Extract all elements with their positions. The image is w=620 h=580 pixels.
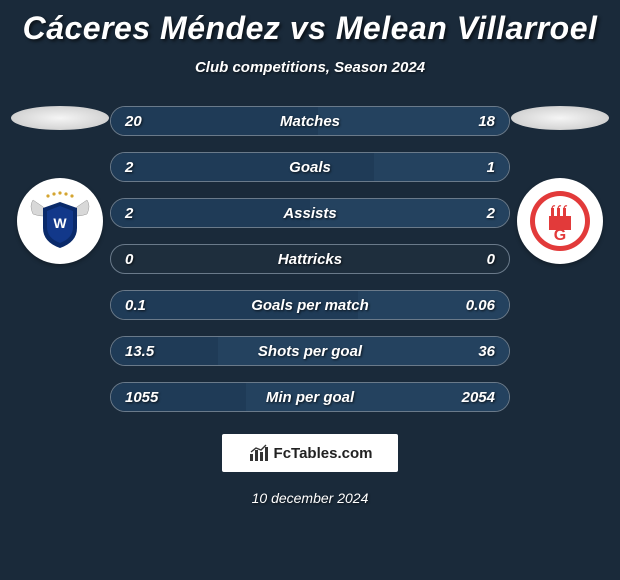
page-subtitle: Club competitions, Season 2024: [0, 59, 620, 76]
stat-row: 0 Hattricks 0: [110, 244, 510, 274]
stat-value-left: 13.5: [125, 343, 154, 360]
stat-row: 2 Assists 2: [110, 198, 510, 228]
stat-value-right: 18: [478, 113, 495, 130]
stat-value-right: 0.06: [466, 297, 495, 314]
comparison-content: W G 20Matches182Goals12As: [0, 106, 620, 412]
left-player-avatar: [11, 106, 109, 130]
stat-label: Goals per match: [251, 297, 369, 314]
left-badge-svg: W: [25, 186, 95, 256]
stat-value-right: 1: [487, 159, 495, 176]
stat-fill-left: [111, 199, 310, 227]
stat-fill-left: [111, 153, 374, 181]
right-badge-svg: G: [525, 186, 595, 256]
stat-row: 1055 Min per goal 2054: [110, 382, 510, 412]
comparison-date: 10 december 2024: [0, 490, 620, 506]
stat-label: Hattricks: [278, 251, 342, 268]
stat-row: 2 Goals 1: [110, 152, 510, 182]
stat-value-right: 36: [478, 343, 495, 360]
stat-label: Goals: [289, 159, 331, 176]
stat-value-right: 0: [487, 251, 495, 268]
stat-value-left: 20: [125, 113, 142, 130]
stat-row: 20 Matches 18: [110, 106, 510, 136]
right-player-column: G: [510, 106, 610, 264]
page-title: Cáceres Méndez vs Melean Villarroel: [0, 0, 620, 47]
left-club-badge: W: [17, 178, 103, 264]
footer-brand-badge[interactable]: FcTables.com: [222, 434, 398, 472]
stat-value-left: 0.1: [125, 297, 146, 314]
stat-label: Assists: [283, 205, 336, 222]
stat-label: Matches: [280, 113, 340, 130]
stat-row: 0.1 Goals per match 0.06: [110, 290, 510, 320]
stat-value-left: 0: [125, 251, 133, 268]
stat-fill-right: [310, 199, 509, 227]
stat-row: 13.5 Shots per goal 36: [110, 336, 510, 366]
stat-label: Shots per goal: [258, 343, 362, 360]
stat-value-left: 2: [125, 205, 133, 222]
stat-value-right: 2054: [462, 389, 495, 406]
chart-icon: [248, 442, 270, 464]
shield-letter: G: [554, 227, 566, 244]
stat-value-left: 1055: [125, 389, 158, 406]
left-player-column: W: [10, 106, 110, 264]
stat-value-left: 2: [125, 159, 133, 176]
footer-brand-text: FcTables.com: [274, 445, 373, 462]
right-player-avatar: [511, 106, 609, 130]
badge-stars: [46, 191, 73, 197]
stat-value-right: 2: [487, 205, 495, 222]
right-club-badge: G: [517, 178, 603, 264]
stats-list: 20Matches182Goals12Assists20Hattricks00.…: [110, 106, 510, 412]
shield-letter: W: [53, 215, 67, 231]
stat-label: Min per goal: [266, 389, 354, 406]
